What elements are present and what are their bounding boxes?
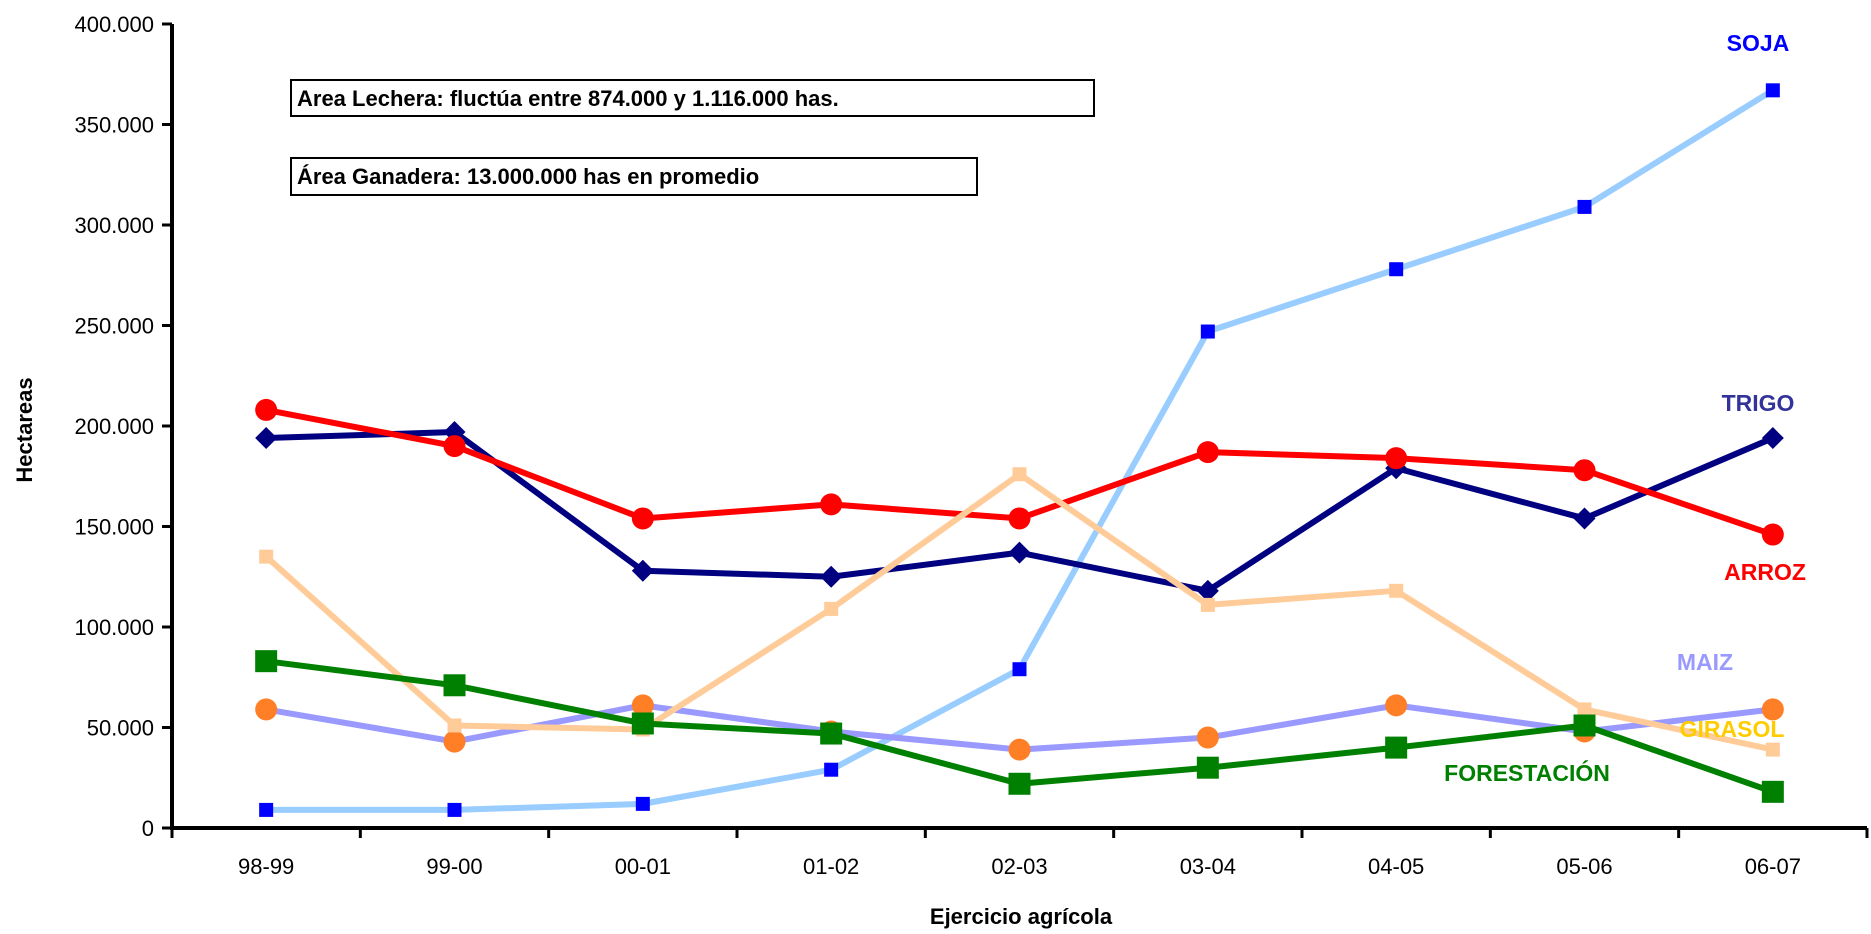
x-tick-label: 00-01 (615, 854, 671, 879)
data-point (1761, 780, 1784, 803)
data-point (1389, 583, 1404, 598)
data-point (1196, 579, 1219, 602)
data-point (447, 802, 462, 817)
data-point (1008, 772, 1031, 795)
data-point (255, 698, 278, 721)
data-point (1577, 199, 1592, 214)
data-point (1200, 597, 1215, 612)
data-point (631, 694, 654, 717)
data-point (824, 762, 839, 777)
data-point (1385, 447, 1408, 470)
series-label-girasol: GIRASOL (1680, 716, 1785, 742)
data-point (259, 802, 274, 817)
y-tick-label: 150.000 (74, 515, 154, 540)
series-soja (259, 83, 1780, 817)
y-tick-label: 100.000 (74, 615, 154, 640)
annotation-box-lechera (290, 79, 1095, 117)
data-point (820, 565, 843, 588)
data-point (255, 427, 278, 450)
y-tick-label: 0 (142, 816, 154, 841)
data-point (1761, 698, 1784, 721)
data-point (1573, 459, 1596, 482)
data-point (255, 398, 278, 421)
annotation-ganadera: Área Ganadera: 13.000.000 has en promedi… (297, 164, 759, 189)
data-point (631, 712, 654, 735)
data-point (635, 796, 650, 811)
axes-layer: 0 50.000 100.000 150.000 200.000 250.000 300.0… (74, 12, 1869, 879)
series-forestacion (255, 650, 1784, 803)
x-tick-label: 01-02 (803, 854, 859, 879)
series-labels-layer: SOJA TRIGO ARROZ MAIZ GIRASOL FORESTACIÓN (1444, 30, 1806, 786)
data-point (1008, 507, 1031, 530)
x-tick-label: 99-00 (426, 854, 482, 879)
series-label-arroz: ARROZ (1724, 559, 1806, 585)
y-tick-label: 250.000 (74, 314, 154, 339)
data-point (443, 674, 466, 697)
data-point (1385, 736, 1408, 759)
x-axis-title: Ejercicio agrícola (930, 904, 1113, 929)
series-layer (255, 83, 1784, 817)
y-axis-title: Hectareas (12, 377, 37, 482)
series-label-trigo: TRIGO (1722, 390, 1795, 416)
data-point (1196, 756, 1219, 779)
y-tick-label: 350.000 (74, 113, 154, 138)
data-point (631, 559, 654, 582)
x-tick-label: 02-03 (991, 854, 1047, 879)
data-point (1385, 694, 1408, 717)
data-point (1573, 507, 1596, 530)
series-label-forestacion: FORESTACIÓN (1444, 759, 1610, 786)
annotations-layer: Area Lechera: fluctúa entre 874.000 y 1.… (290, 79, 1095, 196)
data-point (824, 601, 839, 616)
data-point (1008, 738, 1031, 761)
y-tick-label: 400.000 (74, 12, 154, 37)
y-tick-label: 200.000 (74, 414, 154, 439)
data-point (443, 730, 466, 753)
data-point (1008, 541, 1031, 564)
data-point (443, 435, 466, 458)
x-tick-label: 05-06 (1556, 854, 1612, 879)
data-point (631, 507, 654, 530)
annotation-lechera: Area Lechera: fluctúa entre 874.000 y 1.… (297, 86, 839, 111)
data-point (1012, 467, 1027, 482)
data-point (1200, 324, 1215, 339)
x-tick-label: 06-07 (1745, 854, 1801, 879)
data-point (1761, 427, 1784, 450)
data-point (1573, 714, 1596, 737)
y-tick-label: 50.000 (87, 716, 154, 741)
x-tick-label: 98-99 (238, 854, 294, 879)
data-point (1761, 523, 1784, 546)
series-label-maiz: MAIZ (1677, 649, 1733, 675)
x-tick-label: 03-04 (1180, 854, 1236, 879)
x-tick-label: 04-05 (1368, 854, 1424, 879)
series-line-soja (266, 87, 1775, 813)
y-tick-label: 300.000 (74, 213, 154, 238)
data-point (255, 650, 278, 673)
data-point (1196, 441, 1219, 464)
annotation-box-ganadera (290, 157, 978, 196)
data-point (1012, 662, 1027, 677)
data-point (447, 718, 462, 733)
series-label-soja: SOJA (1727, 30, 1790, 56)
data-point (1196, 726, 1219, 749)
data-point (1389, 262, 1404, 277)
data-point (820, 722, 843, 745)
data-point (259, 549, 274, 564)
data-point (820, 493, 843, 516)
data-point (1765, 83, 1780, 98)
series-arroz (255, 398, 1784, 546)
data-point (1765, 742, 1780, 757)
data-point (1577, 702, 1592, 717)
